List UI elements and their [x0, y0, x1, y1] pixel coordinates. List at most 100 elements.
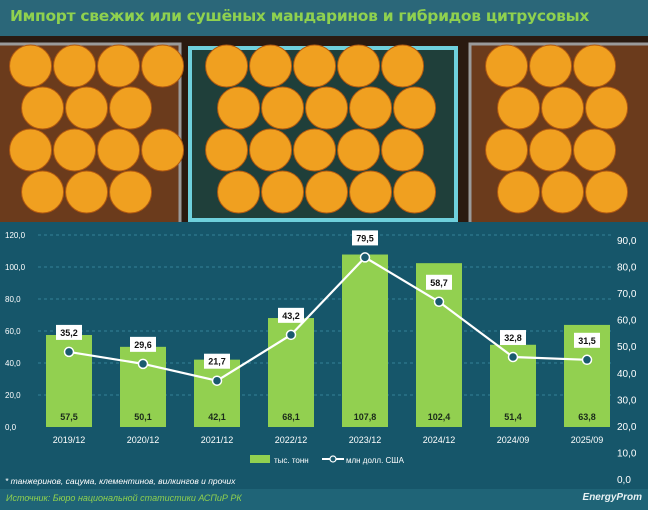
left-axis-tick: 80,0	[5, 295, 21, 304]
line-label-box	[426, 274, 452, 290]
orange	[109, 170, 153, 214]
x-axis-tick: 2024/09	[497, 435, 530, 445]
title-bar: Импорт свежих или сушёных мандаринов и г…	[0, 0, 648, 36]
footer: Источник: Бюро национальной статистики А…	[0, 489, 648, 510]
bar-value-label: 57,5	[60, 412, 78, 422]
right-axis-tick: 30,0	[617, 395, 637, 406]
line-value-label: 29,6	[134, 340, 152, 350]
right-axis-tick: 0,0	[617, 475, 631, 486]
bar-value-label: 63,8	[578, 412, 596, 422]
orange	[349, 170, 393, 214]
orange	[541, 170, 585, 214]
legend-bar-label: тыс. тонн	[274, 456, 309, 465]
bar	[342, 254, 388, 427]
legend-bar-swatch	[250, 455, 270, 463]
line-marker	[507, 351, 519, 363]
orange	[529, 128, 573, 172]
x-axis-tick: 2025/09	[571, 435, 604, 445]
line-value-label: 32,8	[504, 333, 522, 343]
x-axis-tick: 2021/12	[201, 435, 234, 445]
orange	[21, 170, 65, 214]
orange	[249, 44, 293, 88]
line-label-box	[130, 336, 156, 352]
orange	[141, 44, 185, 88]
orange	[65, 86, 109, 130]
source-text: Источник: Бюро национальной статистики А…	[6, 493, 242, 503]
line-value-label: 58,7	[430, 278, 448, 288]
orange	[573, 128, 617, 172]
right-axis-tick: 50,0	[617, 342, 637, 353]
x-axis-tick: 2019/12	[53, 435, 86, 445]
orange	[305, 170, 349, 214]
bar-value-label: 68,1	[282, 412, 300, 422]
orange	[53, 128, 97, 172]
orange	[205, 44, 249, 88]
orange	[337, 128, 381, 172]
line-value-label: 31,5	[578, 336, 596, 346]
left-axis-tick: 0,0	[5, 423, 17, 432]
line-label-box	[56, 324, 82, 340]
orange	[9, 128, 53, 172]
line-marker	[211, 375, 223, 386]
right-axis-tick: 40,0	[617, 369, 637, 380]
orange	[261, 86, 305, 130]
line-marker	[359, 252, 371, 263]
orange	[349, 86, 393, 130]
energyprom-logo: EnergyProm	[582, 492, 642, 503]
line-marker	[137, 358, 149, 370]
line-value-label: 21,7	[208, 357, 226, 367]
left-axis-tick: 120,0	[5, 231, 26, 240]
orange	[393, 170, 437, 214]
orange	[305, 86, 349, 130]
line-value-label: 43,2	[282, 311, 300, 321]
line-series	[68, 256, 588, 382]
line-marker	[63, 346, 75, 358]
chart: 0,0 20,0 40,0 60,0 80,0 100,0 120,0 0,0 10,0 20,0…	[5, 230, 637, 486]
line-marker	[581, 354, 593, 366]
orange	[141, 128, 185, 172]
orange	[65, 170, 109, 214]
line-value-label: 35,2	[60, 328, 78, 338]
bar-value-label: 102,4	[428, 412, 451, 422]
orange	[585, 86, 629, 130]
orange	[9, 44, 53, 88]
orange	[261, 170, 305, 214]
left-axis-tick: 20,0	[5, 391, 21, 400]
line-label-box	[574, 332, 600, 348]
line-label-box	[204, 353, 230, 369]
orange	[393, 86, 437, 130]
orange	[249, 128, 293, 172]
right-axis-tick: 10,0	[617, 448, 637, 459]
line-marker	[433, 296, 445, 308]
right-axis-tick: 90,0	[617, 236, 637, 247]
page-title: Импорт свежих или сушёных мандаринов и г…	[10, 7, 590, 25]
x-axis-tick: 2020/12	[127, 435, 160, 445]
x-axis-tick: 2023/12	[349, 435, 382, 445]
orange	[109, 86, 153, 130]
orange	[381, 44, 425, 88]
bar-value-label: 42,1	[208, 412, 226, 422]
orange	[485, 128, 529, 172]
bar-value-label: 50,1	[134, 412, 152, 422]
right-axis-tick: 20,0	[617, 422, 637, 433]
bar	[416, 263, 462, 427]
line-marker	[285, 329, 297, 341]
orange	[217, 170, 261, 214]
orange	[97, 44, 141, 88]
orange	[293, 128, 337, 172]
legend-line-label: млн долл. США	[346, 456, 405, 465]
left-axis-tick: 60,0	[5, 327, 21, 336]
orange	[97, 128, 141, 172]
line-label-box	[352, 230, 378, 246]
line-label-box	[500, 330, 526, 346]
orange	[21, 86, 65, 130]
orange	[497, 86, 541, 130]
x-axis-tick: 2024/12	[423, 435, 456, 445]
left-axis-tick: 100,0	[5, 263, 26, 272]
line-value-label: 79,5	[356, 233, 374, 243]
oranges	[9, 44, 629, 214]
orange	[485, 44, 529, 88]
orange	[497, 170, 541, 214]
bar-value-label: 51,4	[504, 412, 522, 422]
footnote: * танжеринов, сацума, клементинов, вилки…	[5, 476, 236, 486]
